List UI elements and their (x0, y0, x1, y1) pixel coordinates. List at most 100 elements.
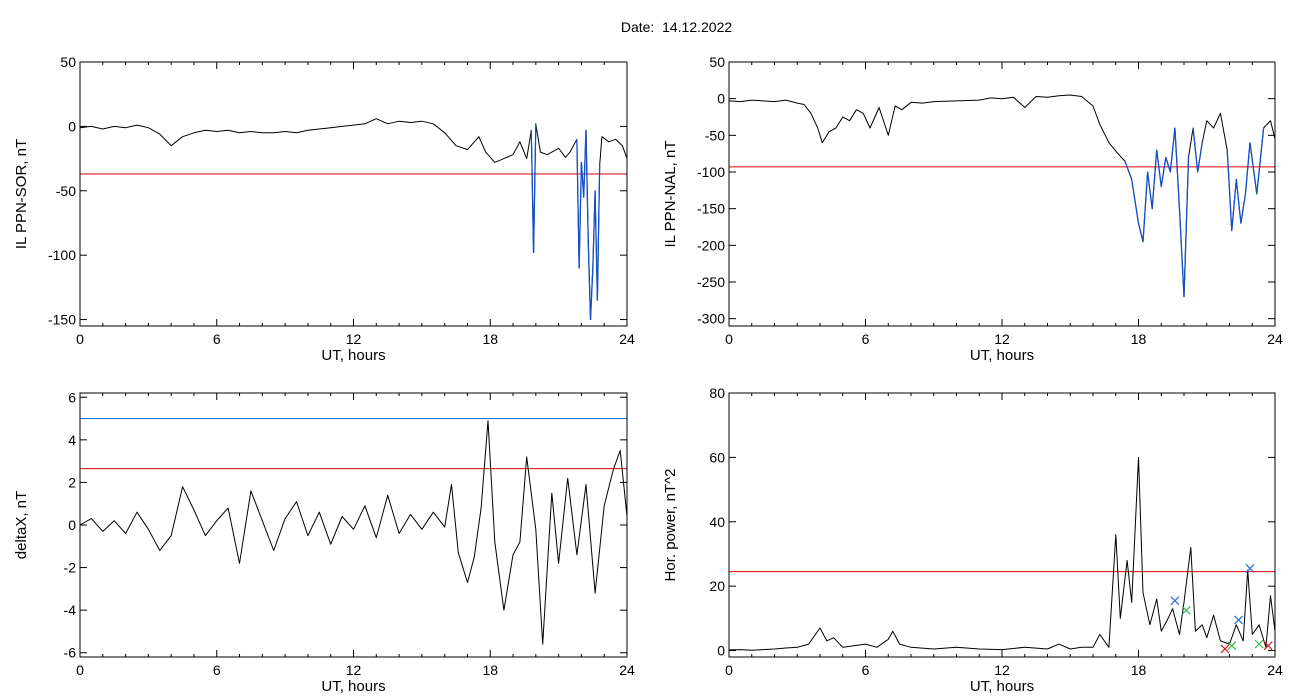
marker-stroke (1263, 641, 1273, 651)
highlight-segment (1240, 193, 1247, 224)
event-marker (1263, 641, 1273, 651)
marker-stroke (1245, 564, 1255, 573)
x-tick-label: 6 (862, 331, 870, 347)
x-axis-label: UT, hours (321, 678, 385, 695)
x-tick-label: 24 (619, 331, 635, 347)
chart-panel-4: 0 6 12 18 24 80 60 40 20 0 UT, hours Hor. power, nT… (662, 385, 1283, 695)
highlight-segment (530, 130, 535, 253)
x-tick-label: 0 (76, 331, 84, 347)
y-tick-label: -50 (56, 183, 76, 199)
y-tick-label: -200 (697, 237, 725, 253)
x-axis-label: UT, hours (321, 347, 385, 364)
highlight-segment (1235, 179, 1242, 224)
highlight-segment (576, 139, 580, 269)
y-tick-label: 50 (709, 54, 725, 70)
y-tick-label: 0 (717, 91, 725, 107)
y-axis-label: IL PPN-SOR, nT (13, 139, 30, 249)
y-tick-label: -2 (64, 560, 77, 576)
event-marker (1220, 644, 1230, 654)
highlight-segment (1131, 179, 1140, 224)
x-tick-label: 12 (346, 331, 362, 347)
highlight-segment (585, 130, 589, 243)
y-tick-label: 0 (68, 118, 76, 134)
highlight-segment (1124, 160, 1133, 180)
highlight-segment (596, 165, 601, 301)
event-marker (1234, 615, 1244, 625)
x-tick-label: 18 (1131, 662, 1147, 678)
marker-stroke (1234, 615, 1244, 625)
y-tick-label: -4 (64, 602, 77, 618)
highlight-segment (1231, 179, 1237, 231)
y-tick-label: 0 (68, 517, 76, 533)
x-tick-label: 6 (213, 662, 221, 678)
highlight-segment (1156, 149, 1162, 187)
data-series-line (79, 420, 628, 645)
y-tick-label: 4 (68, 432, 76, 448)
highlight-segment (578, 162, 583, 269)
plot-frame (79, 392, 628, 658)
chart-panel-1: 0 6 12 18 24 50 0 -50 -100 -150 UT, hours IL PPN-SO… (13, 54, 635, 364)
x-tick-label: 0 (725, 331, 733, 347)
x-tick-label: 6 (213, 331, 221, 347)
highlight-segment (1169, 127, 1176, 173)
event-marker (1245, 564, 1255, 573)
highlight-segment (1244, 142, 1251, 195)
x-tick-label: 18 (482, 331, 498, 347)
highlight-segment (587, 242, 592, 320)
chart-panel-2: 0 6 12 18 24 50 0 -50 -100 -150 -200 -250 -300 UT, ho… (662, 54, 1283, 364)
x-tick-label: 12 (994, 662, 1010, 678)
x-tick-label: 0 (725, 662, 733, 678)
data-series-line (728, 456, 1276, 651)
y-tick-label: 50 (60, 54, 76, 70)
highlight-segment (1178, 208, 1185, 297)
x-tick-label: 0 (76, 662, 84, 678)
highlight-segment (1256, 127, 1265, 195)
y-axis-label: Hor. power, nT^2 (662, 469, 679, 582)
highlight-segment (1226, 149, 1233, 231)
plot-frame (728, 61, 1276, 327)
highlight-segment (1146, 171, 1153, 209)
y-tick-label: 80 (709, 385, 725, 401)
y-tick-label: -250 (697, 274, 725, 290)
y-tick-label: -300 (697, 311, 725, 327)
y-tick-label: -6 (64, 645, 77, 661)
highlight-segment (1183, 157, 1190, 297)
highlight-segment (1192, 127, 1199, 173)
marker-stroke (1254, 639, 1264, 649)
event-marker (1254, 639, 1264, 649)
y-axis-label: IL PPN-NAL, nT (662, 141, 679, 248)
x-axis-label: UT, hours (970, 347, 1034, 364)
y-axis-label: deltaX, nT (13, 491, 30, 559)
x-tick-label: 24 (1267, 331, 1283, 347)
y-tick-label: -50 (705, 127, 725, 143)
highlight-segment (1197, 142, 1203, 173)
chart-panel-3: 0 6 12 18 24 6 4 2 0 -2 -4 -6 UT, hours deltaX, nT (13, 389, 635, 695)
highlight-segment (1249, 142, 1258, 195)
y-tick-label: -150 (48, 312, 76, 328)
highlight-segment (1165, 157, 1171, 173)
highlight-segment (589, 268, 594, 320)
highlight-segment (532, 123, 537, 253)
x-tick-label: 12 (994, 331, 1010, 347)
marker-stroke (1170, 596, 1180, 606)
highlight-segment (1137, 223, 1144, 242)
y-tick-label: 6 (68, 389, 76, 405)
y-tick-label: 40 (709, 514, 725, 530)
x-tick-label: 24 (619, 662, 635, 678)
x-axis-label: UT, hours (970, 678, 1034, 695)
highlight-segment (1174, 127, 1181, 209)
y-tick-label: 2 (68, 474, 76, 490)
highlight-segment (594, 190, 599, 301)
y-tick-label: 20 (709, 578, 725, 594)
chart-date-title: Date: 14.12.2022 (620, 19, 733, 35)
highlight-segment (1151, 149, 1158, 209)
marker-stroke (1181, 605, 1191, 615)
x-tick-label: 12 (346, 662, 362, 678)
y-tick-label: -100 (48, 247, 76, 263)
event-marker (1181, 605, 1191, 615)
event-marker (1170, 596, 1180, 606)
highlight-segment (1142, 171, 1149, 242)
y-tick-label: -100 (697, 164, 725, 180)
highlight-segment (1160, 157, 1167, 187)
